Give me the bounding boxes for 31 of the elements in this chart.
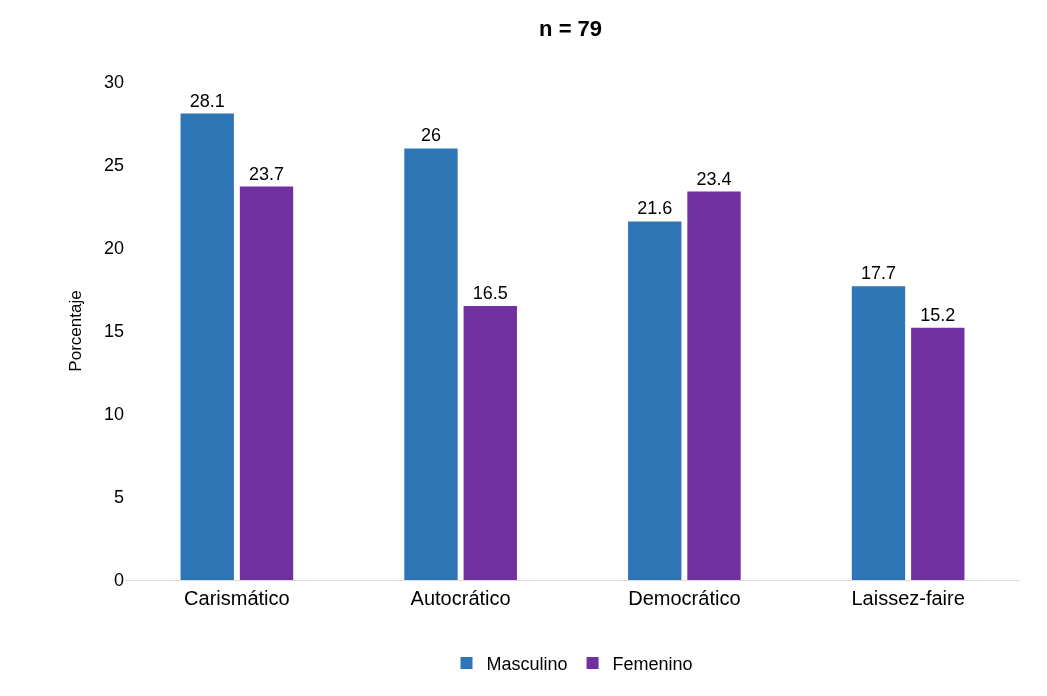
data-label: 21.6: [637, 198, 673, 219]
data-label: 17.7: [860, 263, 896, 284]
bar: [404, 148, 458, 580]
x-tick-label: Carismático: [184, 587, 290, 609]
bar: [239, 186, 294, 580]
data-label: 28.1: [189, 90, 225, 111]
data-label: 23.7: [249, 163, 285, 184]
y-tick-label: 0: [113, 570, 124, 591]
y-tick-label: 25: [103, 155, 124, 176]
bar: [463, 306, 517, 580]
y-axis-title: Porcentaje: [65, 290, 85, 372]
data-label: 23.4: [696, 168, 732, 189]
legend-label: Femenino: [612, 653, 693, 674]
y-tick-label: 5: [113, 487, 124, 508]
y-tick-label: 15: [103, 321, 124, 342]
data-label: 15.2: [920, 304, 956, 325]
bar: [180, 113, 234, 580]
x-tick-label: Democrático: [628, 587, 741, 609]
chart-title: n = 79: [539, 15, 603, 41]
data-label: 26: [420, 125, 441, 146]
y-tick-label: 30: [103, 72, 124, 93]
legend-label: Masculino: [486, 653, 568, 674]
bar: [628, 221, 682, 580]
data-label: 16.5: [472, 283, 508, 304]
bar: [911, 327, 965, 580]
bar: [687, 191, 741, 580]
y-tick-label: 20: [103, 238, 124, 259]
bar: [851, 286, 906, 580]
x-tick-label: Autocrático: [410, 587, 511, 609]
y-tick-label: 10: [103, 404, 124, 425]
x-tick-label: Laissez-faire: [851, 587, 965, 609]
